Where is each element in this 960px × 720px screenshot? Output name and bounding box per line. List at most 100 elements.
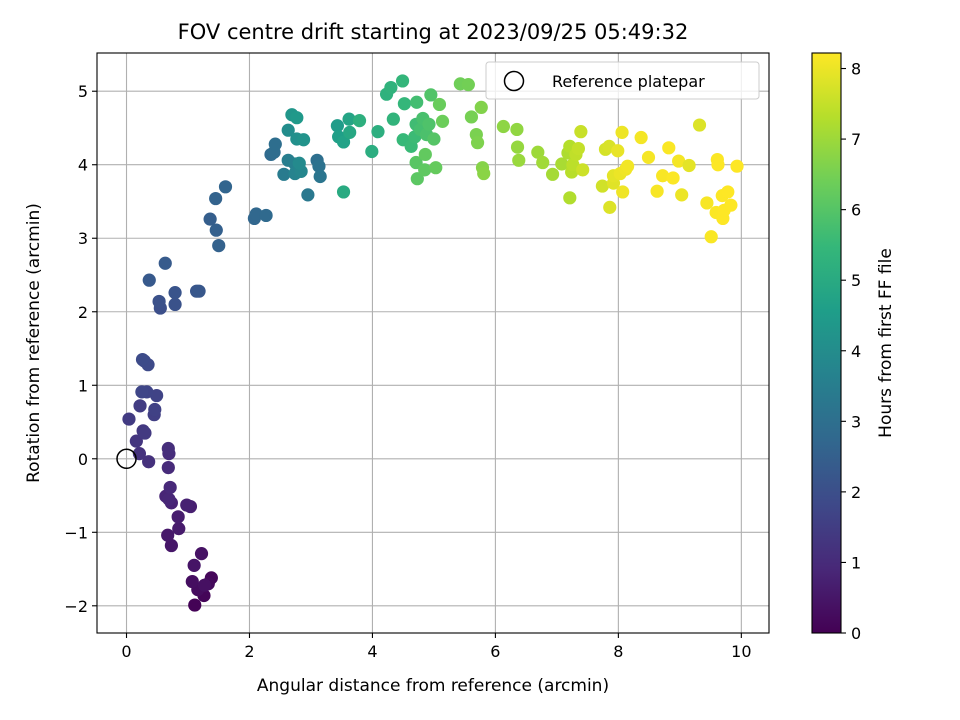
data-point xyxy=(512,153,526,167)
data-point xyxy=(496,119,510,134)
data-point xyxy=(249,207,263,221)
legend-box xyxy=(485,61,760,100)
data-point xyxy=(135,385,149,399)
data-point xyxy=(410,172,424,186)
y-tick-label: −1 xyxy=(64,523,88,542)
data-point xyxy=(290,111,304,125)
data-point xyxy=(615,125,629,139)
data-point xyxy=(510,140,525,154)
x-axis-label: Angular distance from reference (arcmin) xyxy=(257,676,609,696)
data-point xyxy=(277,167,291,181)
data-point xyxy=(313,169,327,184)
data-point xyxy=(296,133,311,147)
x-tick-label: 4 xyxy=(367,642,377,661)
y-axis-ticks: −2 −1 0 1 2 3 4 5 xyxy=(64,82,97,616)
data-point xyxy=(470,136,485,150)
y-tick-label: 1 xyxy=(78,376,88,395)
data-point xyxy=(336,135,351,149)
colorbar-tick-label: 2 xyxy=(851,483,861,502)
data-point xyxy=(641,150,656,164)
data-point xyxy=(620,159,635,173)
data-point xyxy=(510,122,524,137)
data-point xyxy=(395,74,410,88)
data-point xyxy=(330,119,344,133)
data-point xyxy=(172,522,186,536)
data-point xyxy=(203,212,217,226)
data-point xyxy=(218,180,233,194)
colorbar-ticks: 0 1 2 3 4 5 6 7 8 xyxy=(841,60,861,643)
data-point xyxy=(163,480,177,495)
colorbar-tick-label: 0 xyxy=(851,624,861,643)
data-point xyxy=(616,185,630,199)
data-point xyxy=(531,145,545,159)
data-point xyxy=(168,286,182,300)
colorbar-scale xyxy=(812,53,841,633)
data-point xyxy=(365,144,379,159)
y-tick-label: 5 xyxy=(78,82,88,101)
data-point xyxy=(122,412,136,426)
colorbar-tick-label: 3 xyxy=(851,412,861,431)
data-point xyxy=(474,100,488,114)
data-point xyxy=(292,156,306,170)
data-point xyxy=(133,399,147,413)
legend-entry-reference: Reference platepar xyxy=(552,72,705,91)
data-point xyxy=(342,112,356,126)
colorbar-tick-label: 7 xyxy=(851,130,861,149)
data-point xyxy=(281,123,295,137)
data-point xyxy=(386,112,400,126)
y-tick-label: 4 xyxy=(78,156,88,175)
data-point xyxy=(138,426,152,440)
data-point xyxy=(142,455,156,469)
data-point xyxy=(148,402,162,417)
colorbar-tick-label: 5 xyxy=(851,271,861,290)
data-point xyxy=(187,558,201,572)
data-point xyxy=(429,161,443,175)
data-point xyxy=(409,155,423,170)
data-point xyxy=(164,538,178,553)
data-points xyxy=(122,74,744,612)
data-point xyxy=(682,158,696,173)
data-point xyxy=(161,461,175,475)
y-tick-label: −2 xyxy=(64,597,88,616)
data-point xyxy=(566,158,580,172)
data-point xyxy=(194,547,209,561)
data-point xyxy=(301,188,315,202)
data-point xyxy=(410,95,424,109)
data-point xyxy=(135,352,150,367)
data-point xyxy=(571,141,586,156)
data-point xyxy=(574,125,588,139)
data-point xyxy=(675,188,689,202)
data-point xyxy=(424,88,438,102)
data-point xyxy=(158,256,172,270)
data-point xyxy=(209,223,223,237)
colorbar-frame xyxy=(811,52,842,634)
data-point xyxy=(595,179,609,193)
data-point xyxy=(259,208,273,223)
data-point xyxy=(477,166,491,181)
data-point xyxy=(563,191,577,205)
data-point xyxy=(268,137,282,151)
legend-marker xyxy=(503,70,525,92)
data-point xyxy=(464,110,479,124)
y-tick-label: 0 xyxy=(78,450,88,469)
y-tick-label: 2 xyxy=(78,303,88,322)
data-point xyxy=(168,297,182,312)
data-point xyxy=(432,97,447,112)
data-point xyxy=(435,114,450,128)
chart-title: FOV centre drift starting at 2023/09/25 … xyxy=(178,20,689,44)
colorbar-tick-label: 4 xyxy=(851,342,861,361)
data-point xyxy=(336,185,351,199)
data-point xyxy=(721,185,735,199)
data-point xyxy=(711,158,725,172)
data-point xyxy=(171,510,185,524)
x-tick-label: 2 xyxy=(244,642,254,661)
x-tick-label: 6 xyxy=(490,642,500,661)
data-point xyxy=(209,191,223,206)
data-point xyxy=(700,196,714,210)
data-point xyxy=(212,238,226,253)
data-point xyxy=(692,118,707,132)
data-point xyxy=(536,155,550,170)
data-point xyxy=(666,171,680,185)
data-point xyxy=(161,528,175,542)
